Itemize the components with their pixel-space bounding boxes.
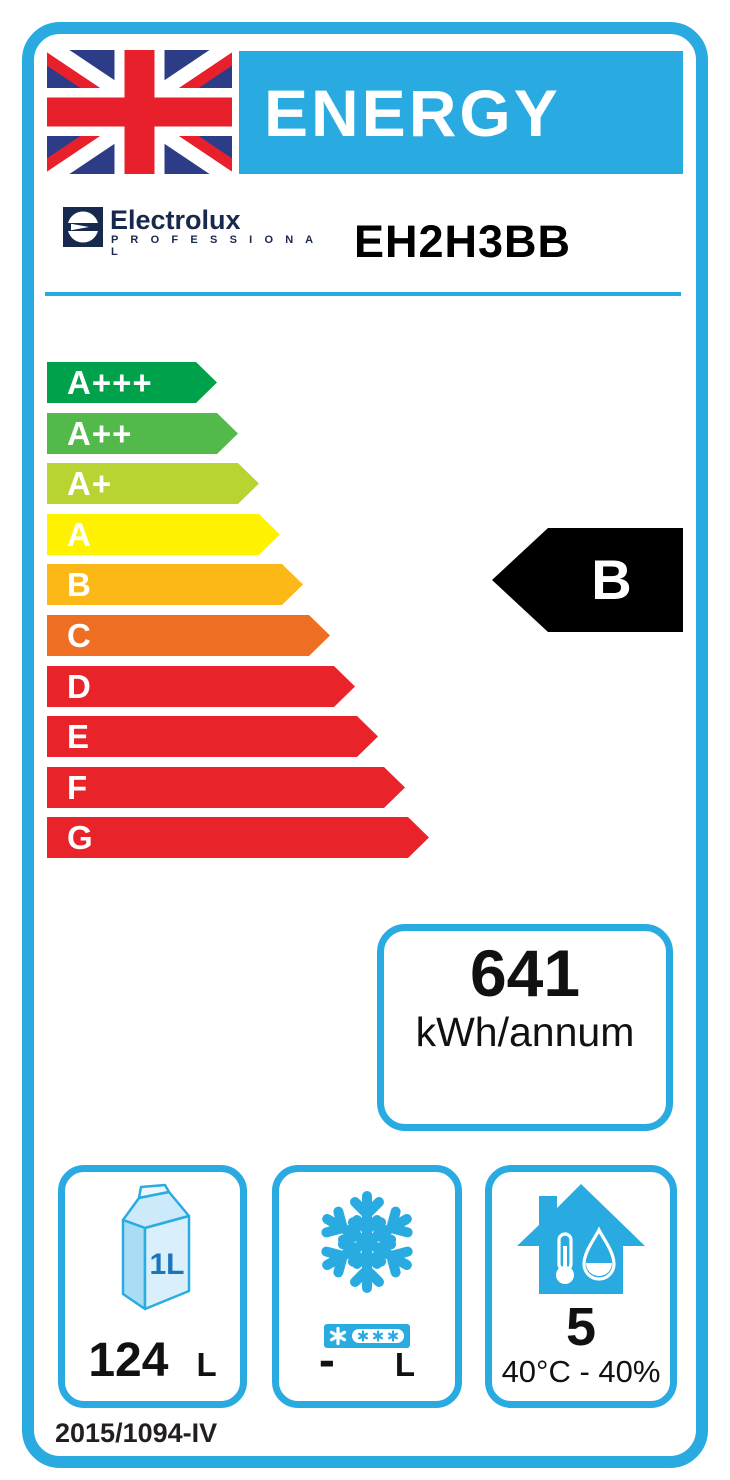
uk-flag-icon — [47, 50, 232, 174]
fridge-volume-unit: L — [196, 1346, 217, 1383]
grade-arrow-e: E — [47, 716, 378, 757]
brand-subtitle: P R O F E S S I O N A L — [111, 234, 318, 258]
grade-label: A+ — [67, 465, 113, 502]
energy-consumption-box: 641 kWh/annum — [377, 924, 673, 1131]
grade-label: A — [67, 516, 92, 553]
grade-arrow-a-plus-plus: A++ — [47, 413, 238, 454]
energy-value: 641 — [469, 936, 581, 1010]
grade-arrow-g: G — [47, 817, 429, 858]
grade-label: G — [67, 819, 94, 856]
climate-condition: 40°C - 40% — [501, 1354, 661, 1389]
grade-label: E — [67, 718, 91, 755]
milk-carton-icon: 1L — [121, 1183, 190, 1311]
snowflake-icon — [307, 1191, 427, 1302]
energy-header-band: ENERGY — [239, 51, 683, 174]
thermometer-icon — [556, 1232, 574, 1284]
grade-label: A+++ — [67, 364, 153, 401]
droplet-icon — [582, 1226, 616, 1281]
grade-arrow-b: B — [47, 564, 303, 605]
model-number: EH2H3BB — [353, 216, 572, 267]
energy-unit: kWh/annum — [415, 1009, 635, 1056]
brand-name: Electrolux — [110, 205, 241, 235]
climate-class-box: 5 40°C - 40% — [485, 1165, 677, 1408]
grade-arrow-a: A — [47, 514, 280, 555]
grade-label: F — [67, 769, 89, 806]
grade-arrow-f: F — [47, 767, 405, 808]
grade-arrow-d: D — [47, 666, 355, 707]
brand-logo: Electrolux P R O F E S S I O N A L — [63, 205, 323, 258]
climate-class-value: 5 — [565, 1297, 597, 1357]
house-climate-icon — [517, 1184, 645, 1294]
energy-title: ENERGY — [264, 75, 561, 150]
grade-label: D — [67, 668, 92, 705]
electrolux-logo-icon — [63, 207, 103, 247]
grade-arrow-a-plus-plus-plus: A+++ — [47, 362, 217, 403]
label-border — [22, 22, 708, 1468]
grade-label: C — [67, 617, 92, 654]
grade-arrow-a-plus: A+ — [47, 463, 259, 504]
regulation-reference: 2015/1094-IV — [55, 1418, 218, 1448]
grade-label: B — [67, 566, 92, 603]
fridge-volume-value: 124 — [88, 1334, 169, 1387]
freezer-capacity-box: - L — [272, 1165, 462, 1408]
header-divider — [45, 292, 681, 296]
rating-letter: B — [591, 548, 632, 611]
freezer-volume-unit: L — [394, 1346, 416, 1383]
freezer-volume-value: - — [318, 1334, 335, 1387]
carton-volume-label: 1L — [149, 1248, 184, 1281]
freezer-star-rating-icon — [324, 1324, 410, 1348]
fridge-capacity-box: 1L 124 L — [58, 1165, 247, 1408]
grade-label: A++ — [67, 415, 133, 452]
grade-arrow-c: C — [47, 615, 330, 656]
